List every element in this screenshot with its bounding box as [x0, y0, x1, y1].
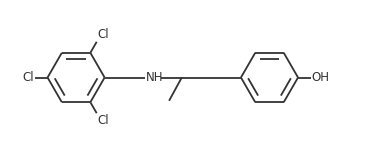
Text: NH: NH — [146, 71, 163, 84]
Text: OH: OH — [312, 71, 330, 84]
Text: Cl: Cl — [98, 28, 109, 41]
Text: Cl: Cl — [98, 114, 109, 127]
Text: Cl: Cl — [22, 71, 34, 84]
